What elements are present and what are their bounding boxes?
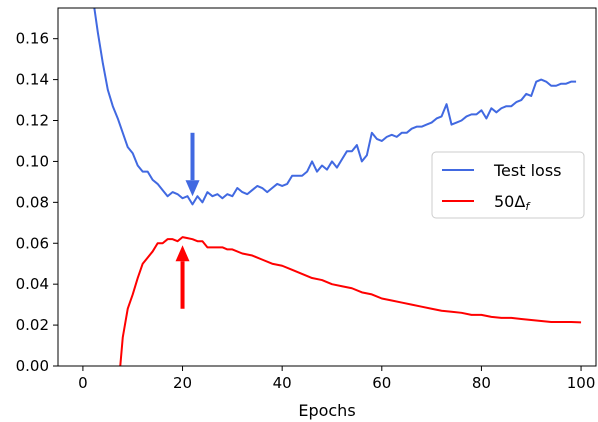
legend-label-delta: 50Δf [494, 192, 531, 213]
x-tick-label: 0 [78, 374, 88, 392]
x-tick-label: 40 [273, 374, 292, 392]
y-tick-label: 0.02 [16, 316, 49, 334]
x-tick-label: 20 [173, 374, 192, 392]
annotation-layer [175, 132, 200, 309]
y-tick-label: 0.00 [16, 357, 49, 375]
y-tick-label: 0.14 [16, 71, 49, 89]
x-tick-label: 100 [567, 374, 596, 392]
y-tick-label: 0.04 [16, 275, 49, 293]
y-axis: 0.00 0.02 0.04 0.06 0.08 0.10 0.12 0.14 0.16 [16, 30, 58, 375]
y-tick-label: 0.16 [16, 30, 49, 48]
annotation-arrow-head-1 [175, 245, 190, 262]
plot-frame [57, 7, 597, 367]
y-tick-label: 0.10 [16, 152, 49, 170]
series-line-delta [119, 236, 582, 366]
legend: Test loss 50Δf [431, 151, 585, 219]
x-tick-label: 80 [472, 374, 491, 392]
y-tick-label: 0.12 [16, 112, 49, 130]
x-tick-label: 60 [372, 374, 391, 392]
y-tick-label: 0.08 [16, 193, 49, 211]
x-axis-label: Epochs [298, 401, 355, 420]
x-axis: 0 20 40 60 80 100 [78, 366, 595, 392]
y-tick-label: 0.06 [16, 234, 49, 252]
series-layer [93, 8, 582, 366]
series-line-test-loss [93, 8, 577, 206]
annotation-arrow-head-0 [185, 180, 200, 197]
legend-label-test-loss: Test loss [493, 161, 562, 180]
